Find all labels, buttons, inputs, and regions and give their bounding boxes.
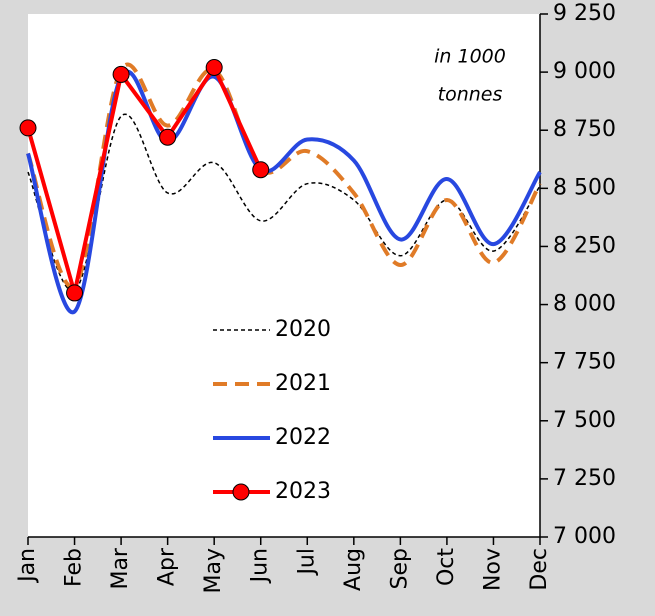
legend xyxy=(200,300,348,515)
marker xyxy=(66,284,84,302)
y-tick-label: 8 750 xyxy=(553,117,616,142)
x-tick-label: Jul xyxy=(294,548,319,577)
marker xyxy=(252,161,270,179)
x-tick-label: Nov xyxy=(480,548,505,591)
marker xyxy=(205,58,223,76)
annotation: in 1000 xyxy=(434,46,506,68)
y-tick-label: 9 000 xyxy=(553,59,616,84)
legend-marker xyxy=(232,483,250,501)
legend-label: 2023 xyxy=(275,479,331,504)
x-tick-label: Aug xyxy=(341,548,366,591)
x-tick-label: Feb xyxy=(62,548,87,587)
y-tick-label: 8 250 xyxy=(553,233,616,258)
annotation: tonnes xyxy=(438,84,503,106)
y-tick-label: 7 250 xyxy=(553,466,616,491)
x-tick-label: Dec xyxy=(527,548,552,591)
legend-label: 2022 xyxy=(275,425,331,450)
x-tick-label: Apr xyxy=(155,547,180,586)
x-tick-label: May xyxy=(201,548,226,593)
x-tick-label: Jun xyxy=(248,548,273,584)
y-tick-label: 7 750 xyxy=(553,350,616,375)
x-tick-label: Sep xyxy=(387,548,412,589)
legend-label: 2021 xyxy=(275,371,331,396)
x-tick-label: Oct xyxy=(434,548,459,586)
y-tick-label: 9 250 xyxy=(553,1,616,26)
legend-label: 2020 xyxy=(275,317,331,342)
marker xyxy=(19,119,37,137)
y-tick-label: 8 500 xyxy=(553,175,616,200)
y-tick-label: 7 000 xyxy=(553,524,616,549)
series-line xyxy=(26,69,542,314)
marker xyxy=(112,65,130,83)
y-tick-label: 8 000 xyxy=(553,292,616,317)
x-tick-label: Jan xyxy=(15,548,40,584)
marker xyxy=(159,128,177,146)
series-line xyxy=(26,63,263,294)
x-tick-label: Mar xyxy=(108,547,133,589)
y-tick-label: 7 500 xyxy=(553,408,616,433)
